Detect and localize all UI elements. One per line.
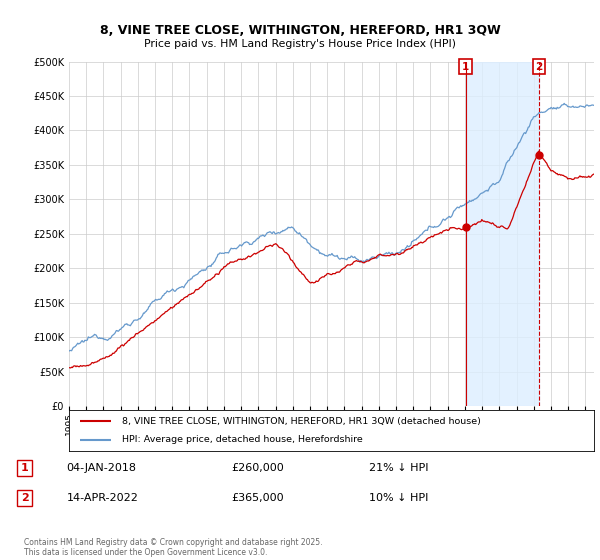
Text: 04-JAN-2018: 04-JAN-2018 <box>67 463 137 473</box>
Text: 2: 2 <box>535 62 542 72</box>
Text: 1: 1 <box>462 62 469 72</box>
Text: Contains HM Land Registry data © Crown copyright and database right 2025.
This d: Contains HM Land Registry data © Crown c… <box>24 538 323 557</box>
Text: 14-APR-2022: 14-APR-2022 <box>67 493 139 503</box>
Text: 2: 2 <box>20 493 28 503</box>
Text: HPI: Average price, detached house, Herefordshire: HPI: Average price, detached house, Here… <box>121 436 362 445</box>
Text: 21% ↓ HPI: 21% ↓ HPI <box>369 463 428 473</box>
Text: 8, VINE TREE CLOSE, WITHINGTON, HEREFORD, HR1 3QW (detached house): 8, VINE TREE CLOSE, WITHINGTON, HEREFORD… <box>121 417 481 426</box>
Text: £260,000: £260,000 <box>231 463 284 473</box>
Text: 8, VINE TREE CLOSE, WITHINGTON, HEREFORD, HR1 3QW: 8, VINE TREE CLOSE, WITHINGTON, HEREFORD… <box>100 24 500 38</box>
Text: 10% ↓ HPI: 10% ↓ HPI <box>369 493 428 503</box>
Text: 1: 1 <box>20 463 28 473</box>
Bar <box>466 62 539 406</box>
Text: Price paid vs. HM Land Registry's House Price Index (HPI): Price paid vs. HM Land Registry's House … <box>144 39 456 49</box>
Text: £365,000: £365,000 <box>231 493 284 503</box>
